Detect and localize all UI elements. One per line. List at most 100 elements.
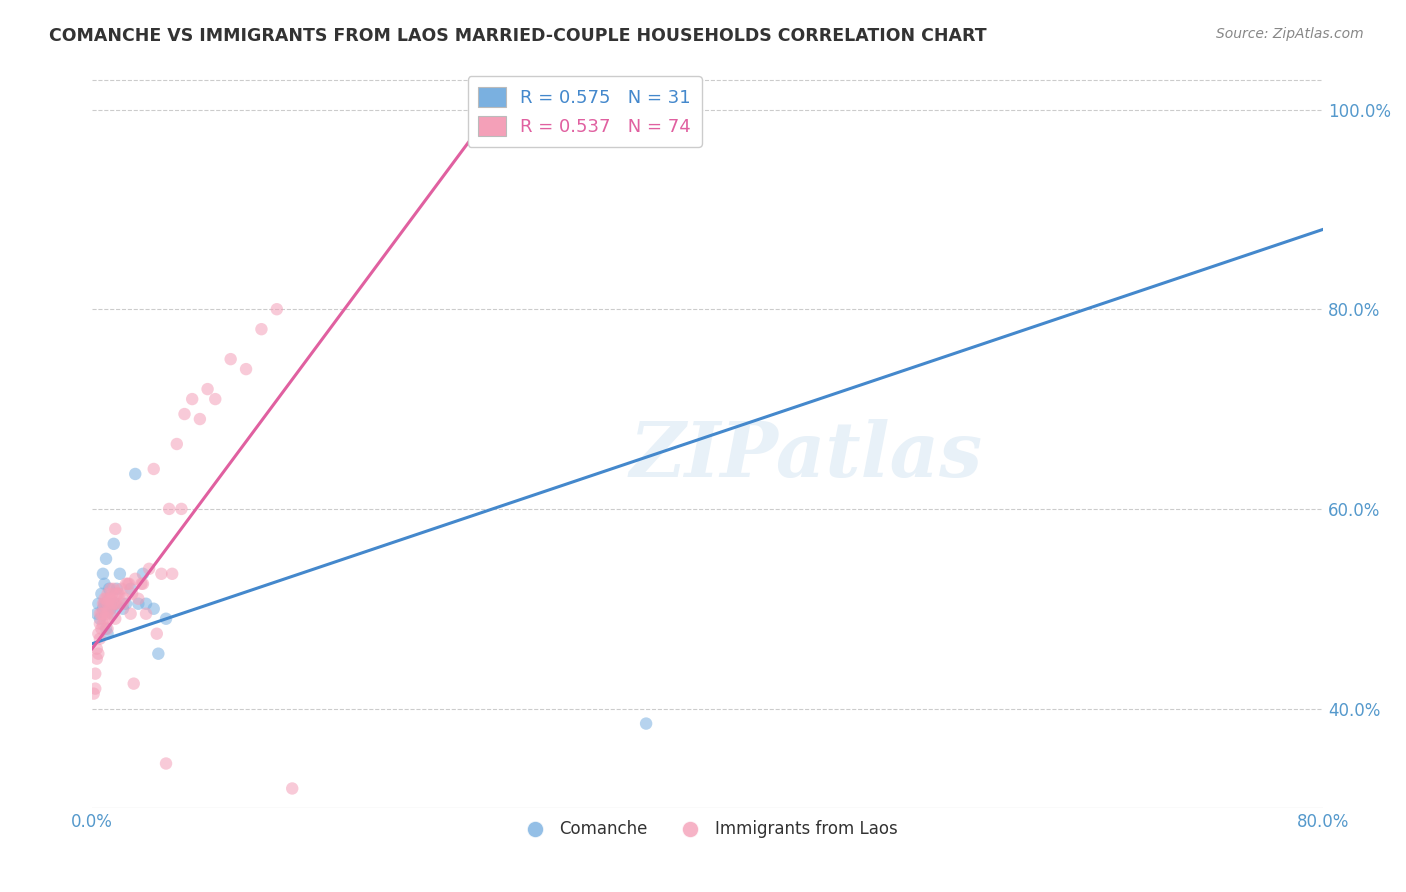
Point (87, 626, 110, 640)
Point (93, 597, 115, 611)
Point (111, 601, 134, 615)
Point (124, 467, 146, 481)
Point (160, 566, 183, 581)
Point (636, 716, 658, 731)
Point (101, 597, 124, 611)
Point (115, 597, 138, 611)
Point (83, 687, 105, 701)
Point (157, 502, 180, 516)
Point (90, 607, 112, 621)
Point (107, 587, 129, 601)
Point (89, 616, 111, 631)
Point (100, 601, 122, 615)
Point (89, 607, 111, 621)
Point (120, 607, 142, 621)
Point (91, 597, 114, 611)
Point (87, 647, 110, 661)
Point (94, 607, 117, 621)
Point (89, 612, 111, 626)
Point (266, 302, 288, 317)
Point (117, 576, 139, 591)
Text: Source: ZipAtlas.com: Source: ZipAtlas.com (1216, 27, 1364, 41)
Point (197, 382, 219, 396)
Point (89, 632, 111, 646)
Point (98, 591, 121, 606)
Point (101, 587, 124, 601)
Point (98, 601, 121, 615)
Point (93, 591, 115, 606)
Point (124, 572, 146, 586)
Point (131, 576, 153, 591)
Point (104, 597, 127, 611)
Point (127, 591, 149, 606)
Point (148, 647, 170, 661)
Point (104, 612, 127, 626)
Point (250, 322, 273, 336)
Point (132, 566, 155, 581)
Point (103, 582, 125, 596)
Point (105, 587, 128, 601)
Point (100, 601, 122, 615)
Point (94, 591, 117, 606)
Point (121, 587, 143, 601)
Point (91, 566, 114, 581)
Point (86, 651, 108, 665)
Point (86, 641, 108, 656)
Point (94, 551, 117, 566)
Point (84, 681, 107, 696)
Point (219, 352, 242, 367)
Point (120, 582, 142, 596)
Point (97, 622, 120, 636)
Point (135, 607, 157, 621)
Point (235, 362, 257, 376)
Point (93, 597, 115, 611)
Point (98, 582, 121, 596)
Point (108, 587, 131, 601)
Point (127, 597, 149, 611)
Point (90, 622, 112, 636)
Point (103, 537, 125, 551)
Point (100, 591, 122, 606)
Point (97, 626, 120, 640)
Point (204, 392, 226, 406)
Point (188, 412, 211, 426)
Point (105, 582, 128, 596)
Point (115, 576, 138, 591)
Point (111, 597, 134, 611)
Point (84, 666, 107, 681)
Point (104, 522, 127, 536)
Point (146, 626, 169, 640)
Legend: Comanche, Immigrants from Laos: Comanche, Immigrants from Laos (512, 814, 904, 845)
Point (93, 612, 115, 626)
Point (110, 582, 132, 596)
Point (103, 597, 125, 611)
Point (97, 607, 120, 621)
Point (90, 587, 112, 601)
Point (114, 591, 136, 606)
Point (97, 597, 120, 611)
Point (138, 562, 160, 576)
Point (118, 576, 141, 591)
Point (122, 676, 145, 690)
Point (281, 781, 304, 796)
Point (87, 597, 110, 611)
Point (105, 597, 128, 611)
Point (86, 607, 108, 621)
Point (181, 392, 204, 406)
Point (97, 587, 120, 601)
Point (142, 462, 165, 476)
Point (104, 597, 127, 611)
Point (91, 601, 114, 615)
Text: ZIPatlas: ZIPatlas (630, 419, 983, 493)
Point (155, 612, 177, 626)
Point (108, 566, 131, 581)
Point (91, 616, 114, 631)
Point (170, 502, 193, 516)
Point (155, 756, 177, 771)
Point (97, 612, 120, 626)
Point (100, 582, 122, 596)
Text: COMANCHE VS IMMIGRANTS FROM LAOS MARRIED-COUPLE HOUSEHOLDS CORRELATION CHART: COMANCHE VS IMMIGRANTS FROM LAOS MARRIED… (49, 27, 987, 45)
Point (166, 437, 188, 451)
Point (93, 576, 115, 591)
Point (91, 607, 114, 621)
